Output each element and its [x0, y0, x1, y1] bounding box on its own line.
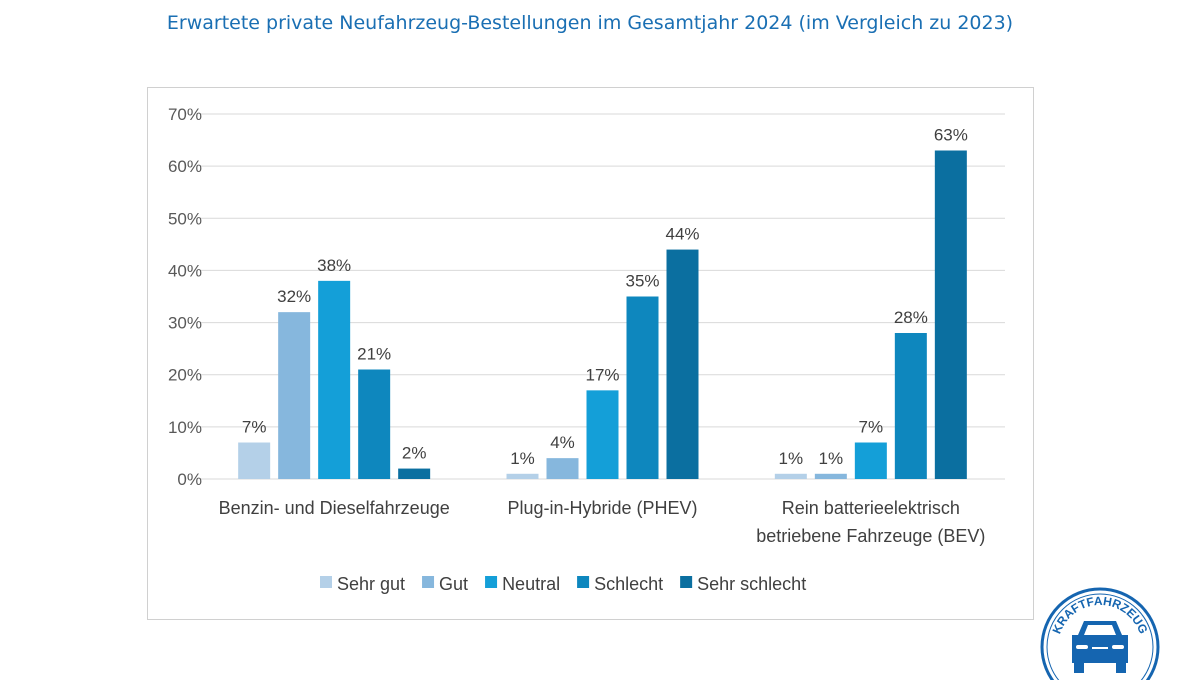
data-label: 7%	[242, 418, 267, 437]
chart-frame	[147, 87, 1034, 620]
legend-swatch	[422, 576, 435, 588]
legend-swatch	[485, 576, 498, 588]
category-label: betriebene Fahrzeuge (BEV)	[756, 526, 985, 546]
data-label: 2%	[402, 444, 427, 463]
kraftfahrzeug-logo: KRAFTFAHRZEUG	[1040, 587, 1160, 680]
category-label: Plug-in-Hybride (PHEV)	[507, 498, 697, 518]
data-label: 63%	[934, 126, 968, 145]
data-label: 32%	[277, 287, 311, 306]
chart-title: Erwartete private Neufahrzeug-Bestellung…	[166, 12, 1014, 34]
bar-gut	[278, 312, 311, 479]
data-label: 7%	[859, 418, 884, 437]
data-label: 38%	[317, 256, 351, 275]
category-label: Rein batterieelektrisch	[782, 498, 960, 518]
bar-neutral	[318, 280, 351, 479]
legend-label: Schlecht	[594, 574, 663, 594]
bar-neutral	[854, 442, 887, 479]
data-label: 1%	[819, 449, 844, 468]
bar-schlecht	[358, 369, 391, 479]
bar-sehr-schlecht	[666, 249, 699, 479]
data-label: 17%	[585, 365, 619, 384]
y-tick-label: 60%	[168, 157, 202, 176]
bar-schlecht	[626, 296, 659, 479]
legend-label: Gut	[439, 574, 468, 594]
y-tick-label: 30%	[168, 314, 202, 333]
y-tick-label: 20%	[168, 366, 202, 385]
data-label: 21%	[357, 345, 391, 364]
legend-label: Sehr gut	[337, 574, 405, 594]
y-tick-label: 70%	[168, 105, 202, 124]
bar-sehr-schlecht	[398, 468, 431, 479]
legend-swatch	[320, 576, 332, 588]
data-label: 1%	[779, 449, 804, 468]
data-label: 4%	[550, 433, 575, 452]
bar-sehr-gut	[774, 473, 807, 479]
bar-sehr-gut	[238, 442, 271, 479]
legend-label: Sehr schlecht	[697, 574, 806, 594]
bar-sehr-schlecht	[934, 150, 967, 479]
bar-neutral	[586, 390, 619, 479]
data-label: 1%	[510, 449, 535, 468]
y-tick-label: 0%	[177, 470, 202, 489]
bar-sehr-gut	[506, 473, 539, 479]
data-label: 28%	[894, 308, 928, 327]
legend-swatch	[577, 576, 590, 588]
legend-label: Neutral	[502, 574, 560, 594]
y-tick-label: 50%	[168, 209, 202, 228]
bar-gut	[546, 458, 579, 479]
data-label: 35%	[625, 272, 659, 291]
bar-schlecht	[894, 333, 927, 479]
y-tick-label: 40%	[168, 261, 202, 280]
bar-gut	[814, 473, 847, 479]
category-label: Benzin- und Dieselfahrzeuge	[219, 498, 450, 518]
y-tick-label: 10%	[168, 418, 202, 437]
data-label: 44%	[665, 225, 699, 244]
legend-swatch	[680, 576, 693, 588]
